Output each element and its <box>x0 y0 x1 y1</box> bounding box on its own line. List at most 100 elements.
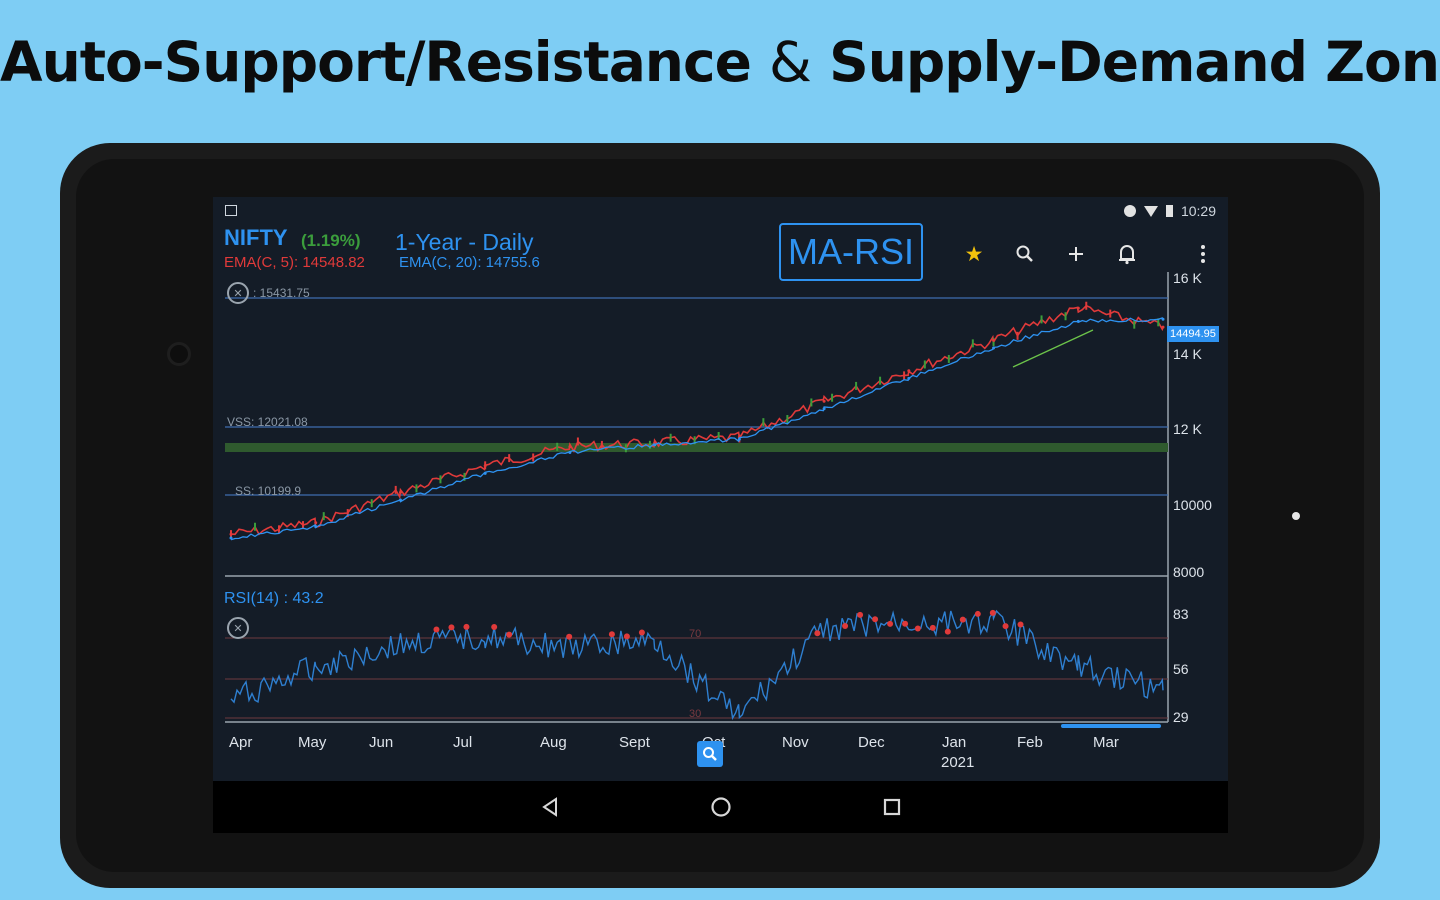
price-line-ema-fast <box>230 304 1164 536</box>
x-label-feb: Feb <box>1017 734 1043 751</box>
rsi-signal-marker <box>959 616 966 623</box>
price-point <box>822 399 826 403</box>
rsi-signal-marker <box>623 633 630 640</box>
do-not-disturb-icon <box>1123 205 1136 217</box>
symbol-name[interactable]: NIFTY <box>224 225 288 250</box>
rsi-ref-lower: 30 <box>689 708 701 720</box>
clock: 10:29 <box>1180 203 1216 219</box>
price-point <box>568 445 572 449</box>
wifi-icon <box>1143 205 1158 217</box>
ema-slow-label: EMA(C, 20): 14755.6 <box>399 254 540 271</box>
rsi-signal-marker <box>857 611 864 618</box>
close-rsi-icon[interactable]: ✕ <box>227 617 249 639</box>
rsi-label: RSI(14) : 43.2 <box>224 590 324 607</box>
rsi-signal-marker <box>914 625 921 632</box>
camera-lens <box>167 342 191 366</box>
current-price-tag: 14494.95 <box>1167 326 1219 342</box>
rsi-tick-83: 83 <box>1173 606 1189 622</box>
x-label-may: May <box>298 734 327 751</box>
y-tick-10000: 10000 <box>1173 497 1212 513</box>
symbol-change: (1.19%) <box>301 231 361 250</box>
resistance-label: : 15431.75 <box>253 286 310 300</box>
price-point <box>737 437 741 441</box>
price-point <box>992 346 996 350</box>
rsi-line <box>230 609 1164 721</box>
x-label-nov: Nov <box>782 734 809 751</box>
rsi-signal-marker <box>506 631 513 638</box>
headline-amp: & <box>769 30 812 94</box>
back-icon[interactable] <box>538 795 562 819</box>
price-point <box>1161 325 1165 329</box>
price-point <box>568 451 572 454</box>
rsi-signal-marker <box>944 628 951 635</box>
close-level-icon[interactable]: ✕ <box>227 282 249 304</box>
plus-icon[interactable] <box>1063 241 1089 267</box>
y-tick-12k: 12 K <box>1173 421 1202 437</box>
rsi-signal-marker <box>902 620 909 627</box>
star-icon[interactable]: ★ <box>964 242 984 266</box>
price-point <box>398 490 402 494</box>
headline-part2: Supply-Demand Zones <box>829 30 1440 94</box>
y-tick-14k: 14 K <box>1173 346 1202 362</box>
rsi-signal-marker <box>1017 621 1024 628</box>
price-point <box>1076 306 1080 310</box>
rsi-signal-marker <box>814 630 821 637</box>
zoom-icon[interactable] <box>697 741 723 767</box>
home-icon[interactable] <box>709 795 733 819</box>
price-point <box>822 407 826 411</box>
price-point <box>1076 319 1080 323</box>
price-point <box>483 471 487 475</box>
rsi-signal-marker <box>1002 623 1009 630</box>
rsi-signal-marker <box>463 623 470 630</box>
indicator-button[interactable]: MA-RSI <box>779 223 923 281</box>
x-label-dec: Dec <box>858 734 885 751</box>
y-tick-8000: 8000 <box>1173 564 1205 580</box>
rsi-tick-56: 56 <box>1173 661 1189 677</box>
price-point <box>907 369 911 373</box>
rsi-signal-marker <box>929 624 936 631</box>
range-highlight <box>1061 724 1161 728</box>
x-label-jun: Jun <box>369 734 394 751</box>
rsi-signal-marker <box>566 633 573 640</box>
price-point <box>314 525 318 529</box>
search-icon[interactable] <box>1012 241 1038 267</box>
period-selector[interactable]: 1-Year - Daily <box>395 229 534 255</box>
price-point <box>992 338 996 342</box>
rsi-signal-marker <box>989 609 996 616</box>
price-point <box>398 498 402 502</box>
chart-area[interactable]: 70 30 <box>213 197 1228 781</box>
rsi-tick-29: 29 <box>1173 709 1189 725</box>
price-point <box>653 443 657 447</box>
recents-icon[interactable] <box>880 795 904 819</box>
price-point <box>229 536 233 540</box>
price-point <box>314 521 318 525</box>
trendline <box>1012 329 1094 368</box>
support-label: SS: 10199.9 <box>235 484 302 498</box>
more-icon[interactable] <box>1190 241 1216 267</box>
x-label-year: 2021 <box>941 754 975 771</box>
rsi-signal-marker <box>638 629 645 636</box>
bell-icon[interactable] <box>1114 241 1140 267</box>
x-label-mar: Mar <box>1093 734 1119 751</box>
x-label-jan: Jan <box>942 734 967 751</box>
battery-icon <box>1165 205 1173 217</box>
rsi-ref-upper: 70 <box>689 628 701 640</box>
app-screen: 10:29 NIFTY (1.19%) 1-Year - Daily EMA(C… <box>213 197 1228 833</box>
rsi-signal-marker <box>433 626 440 633</box>
price-point <box>483 464 487 468</box>
rsi-series <box>230 609 1164 721</box>
x-label-jul: Jul <box>453 734 473 751</box>
rsi-signal-marker <box>974 610 981 617</box>
rsi-signal-marker <box>842 623 849 630</box>
price-series <box>229 301 1165 541</box>
y-tick-16k: 16 K <box>1173 270 1202 286</box>
status-bar: 10:29 <box>213 197 1228 225</box>
vss-label: VSS: 12021.08 <box>227 415 308 429</box>
ema-fast-label: EMA(C, 5): 14548.82 <box>224 254 365 271</box>
supply-demand-zone <box>225 443 1168 452</box>
rsi-signal-marker <box>887 620 894 627</box>
headline-part1: Auto-Support/Resistance <box>0 30 752 94</box>
x-label-apr: Apr <box>229 734 253 751</box>
price-point <box>907 376 911 380</box>
price-point <box>229 532 233 536</box>
